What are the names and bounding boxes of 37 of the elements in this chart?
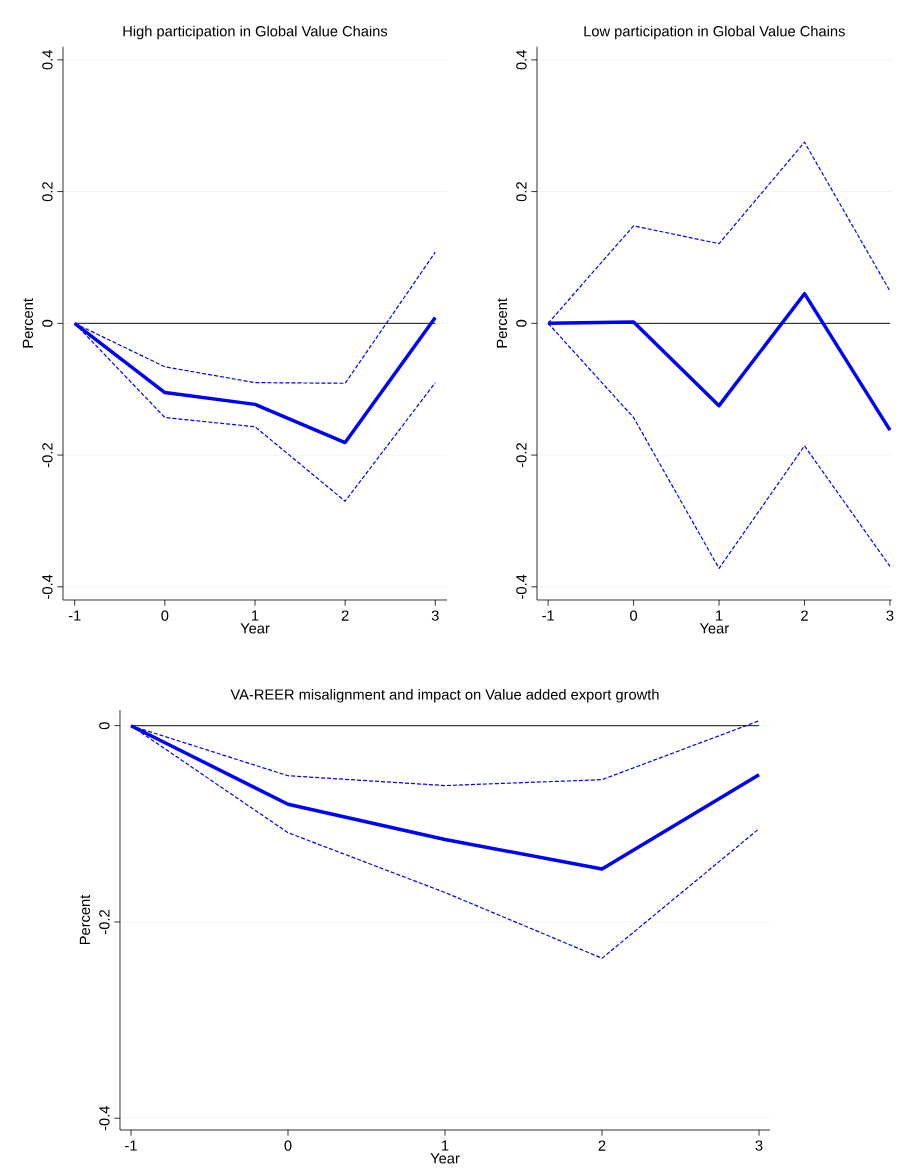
- x-axis-title: Year: [240, 623, 270, 634]
- x-tick-label: -1: [542, 610, 554, 621]
- x-tick-label: 1: [252, 610, 259, 621]
- y-tick-label: 0.4: [516, 50, 527, 70]
- x-tick-label: -1: [125, 1140, 137, 1151]
- y-tick-label: -0.4: [516, 574, 527, 599]
- chart-title: High participation in Global Value Chains: [123, 25, 388, 40]
- y-axis-title: Percent: [79, 894, 91, 945]
- y-axis-title: Percent: [496, 298, 508, 348]
- x-axis-title: Year: [699, 623, 729, 634]
- x-tick-label: 1: [442, 1140, 449, 1151]
- x-tick-label: 0: [284, 1140, 292, 1151]
- x-tick-label: 0: [630, 610, 638, 621]
- y-tick-label: -0.4: [99, 1106, 110, 1131]
- x-tick-label: 2: [801, 610, 808, 621]
- y-tick-label: -0.4: [42, 574, 53, 599]
- x-tick-label: 2: [341, 610, 349, 621]
- chart-title: Low participation in Global Value Chains: [584, 25, 845, 40]
- x-tick-label: 2: [598, 1140, 606, 1151]
- x-tick-label: -1: [68, 610, 81, 621]
- y-tick-label: 0.2: [42, 182, 53, 202]
- y-tick-label: 0.4: [42, 50, 53, 70]
- chart-title: VA-REER misalignment and impact on Value added export growth: [230, 688, 659, 703]
- y-tick-label: -0.2: [42, 443, 53, 468]
- x-tick-label: 1: [716, 610, 723, 621]
- x-tick-label: 3: [886, 610, 894, 621]
- y-tick-label: 0: [99, 722, 110, 730]
- x-axis-title: Year: [430, 1153, 460, 1164]
- y-tick-label: 0: [516, 319, 527, 327]
- x-tick-label: 3: [431, 610, 439, 621]
- x-tick-label: 0: [161, 610, 169, 621]
- y-tick-label: -0.2: [516, 443, 527, 468]
- y-tick-label: -0.2: [99, 910, 110, 934]
- y-tick-label: 0: [42, 319, 53, 327]
- x-tick-label: 3: [755, 1140, 763, 1151]
- y-tick-label: 0.2: [516, 182, 527, 202]
- y-axis-title: Percent: [22, 298, 34, 348]
